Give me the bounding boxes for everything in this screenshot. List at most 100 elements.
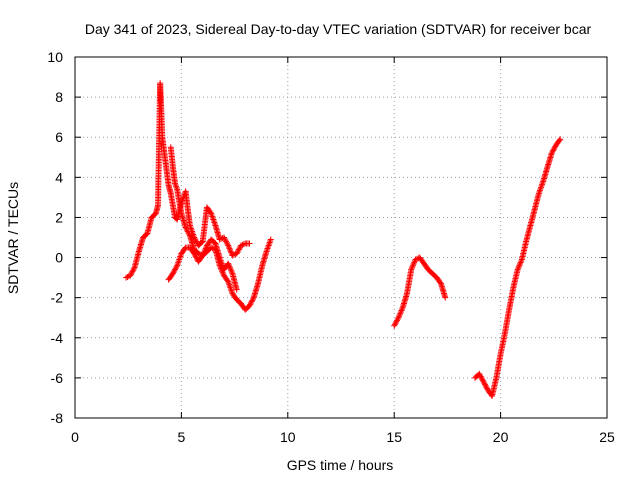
data-point xyxy=(550,146,557,153)
data-point xyxy=(399,306,406,313)
data-point xyxy=(228,267,235,274)
data-point xyxy=(437,279,444,286)
data-point xyxy=(247,300,254,307)
data-point xyxy=(397,308,404,315)
data-point xyxy=(239,241,246,248)
data-point xyxy=(517,260,524,267)
data-point xyxy=(198,239,205,246)
data-point xyxy=(479,376,486,383)
data-point xyxy=(227,266,234,273)
data-point xyxy=(396,311,403,318)
data-point xyxy=(408,266,415,273)
data-point xyxy=(172,265,179,272)
y-tick-label: -8 xyxy=(51,410,64,426)
data-point xyxy=(229,252,236,259)
data-point xyxy=(410,260,417,267)
data-point xyxy=(225,242,232,249)
y-tick-label: 2 xyxy=(55,209,63,225)
data-point xyxy=(128,269,135,276)
data-point xyxy=(221,235,228,242)
data-point xyxy=(483,384,490,391)
data-point xyxy=(191,251,198,258)
data-point xyxy=(549,148,556,155)
data-point xyxy=(516,262,523,269)
data-point xyxy=(515,263,522,270)
x-axis-label: GPS time / hours xyxy=(287,457,394,473)
data-point xyxy=(173,263,180,270)
series-segment-1 xyxy=(123,80,253,281)
data-point xyxy=(219,269,226,276)
data-point xyxy=(391,321,398,328)
x-tick-label: 10 xyxy=(280,429,296,445)
data-point xyxy=(220,271,227,278)
data-point xyxy=(410,262,417,269)
data-point xyxy=(246,240,253,247)
y-tick-label: 0 xyxy=(55,250,63,266)
data-point xyxy=(480,378,487,385)
data-point xyxy=(207,209,214,216)
chart-title: Day 341 of 2023, Sidereal Day-to-day VTE… xyxy=(85,21,592,37)
data-point xyxy=(171,267,178,274)
data-point xyxy=(184,227,191,234)
data-point xyxy=(198,253,205,260)
data-point xyxy=(130,265,137,272)
data-point xyxy=(479,377,486,384)
data-point xyxy=(192,253,199,260)
data-point xyxy=(478,374,485,381)
data-point xyxy=(208,244,215,251)
data-point xyxy=(476,370,483,377)
data-point xyxy=(515,265,522,272)
data-point xyxy=(169,270,176,277)
data-point xyxy=(396,313,403,320)
data-point xyxy=(228,269,235,276)
data-point xyxy=(129,268,136,275)
data-point xyxy=(191,235,198,242)
data-point xyxy=(556,137,563,144)
data-point xyxy=(223,238,230,245)
data-point xyxy=(395,314,402,321)
data-point xyxy=(216,236,223,243)
data-point xyxy=(128,271,135,278)
y-tick-label: 8 xyxy=(55,89,63,105)
data-point xyxy=(227,248,234,255)
data-point xyxy=(392,320,399,327)
data-point xyxy=(130,267,137,274)
data-point xyxy=(235,247,242,254)
data-point xyxy=(397,310,404,317)
data-point xyxy=(227,264,234,271)
data-point xyxy=(199,252,206,259)
data-point xyxy=(224,277,231,284)
data-point xyxy=(172,266,179,273)
data-point xyxy=(224,241,231,248)
data-point xyxy=(201,248,208,255)
y-tick-label: 4 xyxy=(55,169,63,185)
x-tick-label: 20 xyxy=(493,429,509,445)
data-point xyxy=(223,239,230,246)
data-point xyxy=(186,231,193,238)
data-point xyxy=(482,382,489,389)
data-point xyxy=(249,297,256,304)
data-point xyxy=(236,245,243,252)
data-point xyxy=(548,150,555,157)
data-point xyxy=(408,265,415,272)
data-point xyxy=(170,269,177,276)
data-point xyxy=(477,373,484,380)
data-point xyxy=(226,245,233,252)
series-segment-3 xyxy=(165,236,240,293)
data-point xyxy=(227,246,234,253)
data-point xyxy=(200,251,207,258)
x-tick-label: 15 xyxy=(386,429,402,445)
data-point xyxy=(127,272,134,279)
data-point xyxy=(124,273,131,280)
data-point xyxy=(477,372,484,379)
y-tick-label: -6 xyxy=(51,370,64,386)
data-point xyxy=(225,260,232,267)
data-point xyxy=(203,243,210,250)
data-point xyxy=(225,243,232,250)
data-point xyxy=(233,286,240,293)
data-point xyxy=(391,322,398,329)
data-points xyxy=(123,80,564,399)
data-point xyxy=(226,263,233,270)
data-point xyxy=(202,246,209,253)
y-axis-label: SDTVAR / TECUs xyxy=(5,182,21,294)
